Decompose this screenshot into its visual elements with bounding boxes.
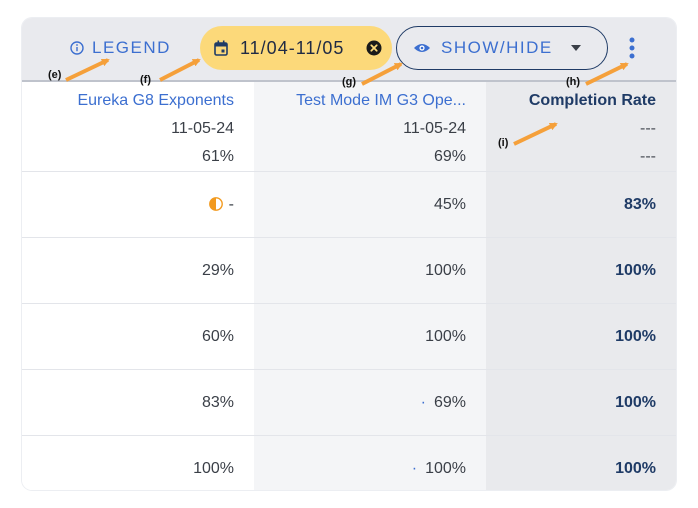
column-date-eureka: 11-05-24: [171, 120, 234, 137]
table-cell[interactable]: 83%: [201, 394, 234, 411]
table-cell[interactable]: 100%: [615, 262, 656, 279]
legend-button[interactable]: LEGEND: [70, 36, 171, 60]
dot-indicator-icon: ·: [420, 394, 426, 411]
table-cell-value: 69%: [433, 394, 466, 411]
table-cell[interactable]: 100%: [615, 460, 656, 477]
column-header-eureka[interactable]: Eureka G8 Exponents: [77, 92, 234, 109]
half-circle-status-icon: [208, 197, 223, 211]
table-cell[interactable]: 100%: [425, 328, 466, 345]
info-icon: [70, 41, 84, 55]
column-header-completion-rate[interactable]: Completion Rate: [528, 92, 656, 109]
show-hide-button[interactable]: SHOW/HIDE: [396, 26, 608, 70]
column-1-bg: [22, 82, 254, 490]
legend-label: LEGEND: [92, 38, 171, 57]
table-cell[interactable]: 100%: [425, 262, 466, 279]
table-cell-value: -: [228, 196, 234, 213]
table-cell[interactable]: · 69%: [421, 394, 466, 412]
table-cell-value: 100%: [425, 460, 466, 477]
annotation-label-e: (e): [48, 69, 62, 81]
annotation-label-h: (h): [566, 76, 581, 88]
annotation-label-g: (g): [342, 76, 357, 88]
column-date-test-mode: 11-05-24: [403, 120, 466, 137]
row-divider: [22, 435, 676, 436]
calendar-icon: [214, 40, 228, 56]
table-cell[interactable]: 45%: [433, 196, 466, 213]
table-cell[interactable]: 60%: [201, 328, 234, 345]
show-hide-label: SHOW/HIDE: [441, 38, 553, 57]
caret-down-icon: [570, 45, 581, 51]
date-range-text: 11/04-11/05: [240, 37, 345, 58]
column-average-eureka: 61%: [201, 148, 234, 165]
row-divider: [22, 171, 676, 172]
annotation-label-i: (i): [498, 137, 509, 149]
row-divider: [22, 303, 676, 304]
table-cell[interactable]: 100%: [615, 328, 656, 345]
toolbar: LEGEND 11/04-11/05 SHOW/HIDE: [22, 18, 676, 82]
table-cell[interactable]: 100%: [615, 394, 656, 411]
column-average-test-mode: 69%: [433, 148, 466, 165]
eye-icon: [414, 44, 430, 52]
gradebook-card: LEGEND 11/04-11/05 SHOW/HIDE: [22, 18, 676, 490]
annotation-label-f: (f): [140, 74, 151, 86]
dot-indicator-icon: ·: [411, 460, 418, 477]
table-cell[interactable]: 29%: [201, 262, 234, 279]
date-range-chip[interactable]: 11/04-11/05: [200, 26, 392, 70]
column-average-completion-rate: ---: [640, 148, 656, 165]
table-cell[interactable]: 83%: [623, 196, 656, 213]
column-2-bg: [254, 82, 486, 490]
table-cell[interactable]: 100%: [193, 460, 234, 477]
table-cell[interactable]: · 100%: [412, 460, 466, 478]
column-3-bg: [486, 82, 676, 490]
column-header-test-mode[interactable]: Test Mode IM G3 Ope...: [296, 92, 466, 109]
row-divider: [22, 369, 676, 370]
clear-circle-icon[interactable]: [366, 40, 382, 56]
kebab-menu-icon[interactable]: [628, 36, 636, 60]
row-divider: [22, 237, 676, 238]
column-date-completion-rate: ---: [640, 120, 656, 137]
table-cell[interactable]: -: [208, 196, 234, 214]
